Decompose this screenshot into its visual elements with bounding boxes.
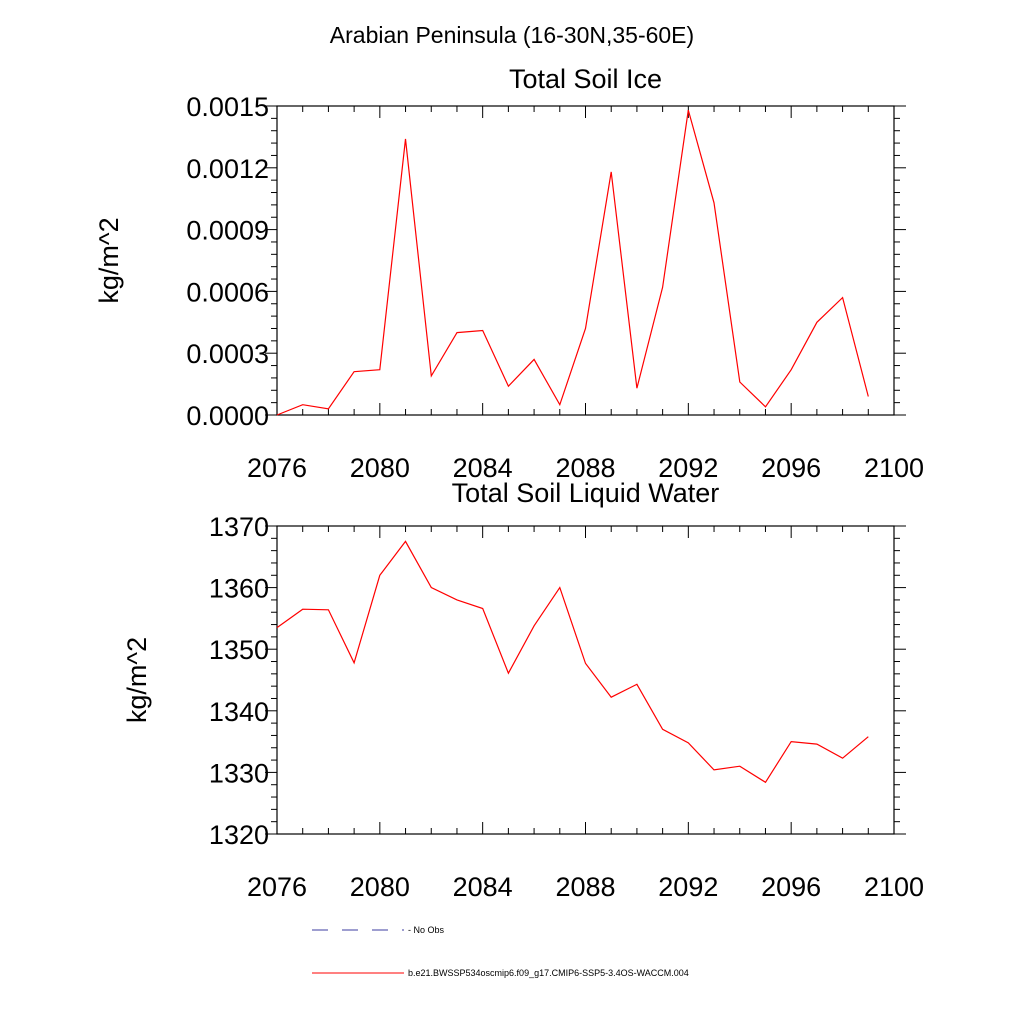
y-tick-label: 1320 xyxy=(209,820,269,850)
plot-frame xyxy=(276,105,895,416)
legend-label-1: - No Obs xyxy=(408,925,445,935)
panels: Total Soil Ice kg/m^2 2076 2080 2084 2088 2092… xyxy=(94,64,924,902)
x-tick-label: 2088 xyxy=(555,453,615,483)
x-tick-label: 2100 xyxy=(864,872,924,902)
y-tick-label: 0.0000 xyxy=(186,401,269,431)
x-tick-label: 2100 xyxy=(864,453,924,483)
chart-panel-1: Total Soil Ice kg/m^2 2076 2080 2084 2088 2092… xyxy=(94,64,924,483)
y-tick-label: 0.0006 xyxy=(186,277,269,307)
x-tick-label: 2088 xyxy=(555,872,615,902)
y-tick-label: 1360 xyxy=(209,574,269,604)
y-tick-label: 0.0009 xyxy=(186,216,269,246)
y-axis-label: kg/m^2 xyxy=(122,637,152,723)
x-tick-label: 2084 xyxy=(453,872,513,902)
series-line-1 xyxy=(276,109,869,416)
x-tick-label: 2076 xyxy=(247,872,307,902)
chart-panel-2: Total Soil Liquid Water kg/m^2 2076 2080 208… xyxy=(122,478,924,902)
x-tick-label: 2076 xyxy=(247,453,307,483)
y-axis-label: kg/m^2 xyxy=(94,217,124,303)
x-tick-label: 2092 xyxy=(658,453,718,483)
legend: - No Obs b.e21.BWSSP534oscmip6.f09_g17.CM… xyxy=(312,925,689,978)
x-tick-label: 2092 xyxy=(658,872,718,902)
y-tick-label: 0.0012 xyxy=(186,154,269,184)
x-tick-label: 2080 xyxy=(350,453,410,483)
chart-title: Total Soil Ice xyxy=(509,64,662,94)
legend-label-2: b.e21.BWSSP534oscmip6.f09_g17.CMIP6-SSP5… xyxy=(408,968,689,978)
y-tick-label: 0.0003 xyxy=(186,339,269,369)
x-tick-label: 2084 xyxy=(453,453,513,483)
y-tick-label: 1370 xyxy=(209,512,269,542)
plot-frame xyxy=(276,525,895,835)
y-tick-label: 1350 xyxy=(209,635,269,665)
y-tick-label: 1330 xyxy=(209,758,269,788)
y-tick-label: 1340 xyxy=(209,697,269,727)
y-tick-label: 0.0015 xyxy=(186,92,269,122)
x-tick-label: 2096 xyxy=(761,453,821,483)
x-tick-label: 2080 xyxy=(350,872,410,902)
chart-title: Total Soil Liquid Water xyxy=(452,478,720,508)
series-line-1 xyxy=(276,540,869,784)
super-title: Arabian Peninsula (16-30N,35-60E) xyxy=(330,22,694,48)
x-tick-label: 2096 xyxy=(761,872,821,902)
